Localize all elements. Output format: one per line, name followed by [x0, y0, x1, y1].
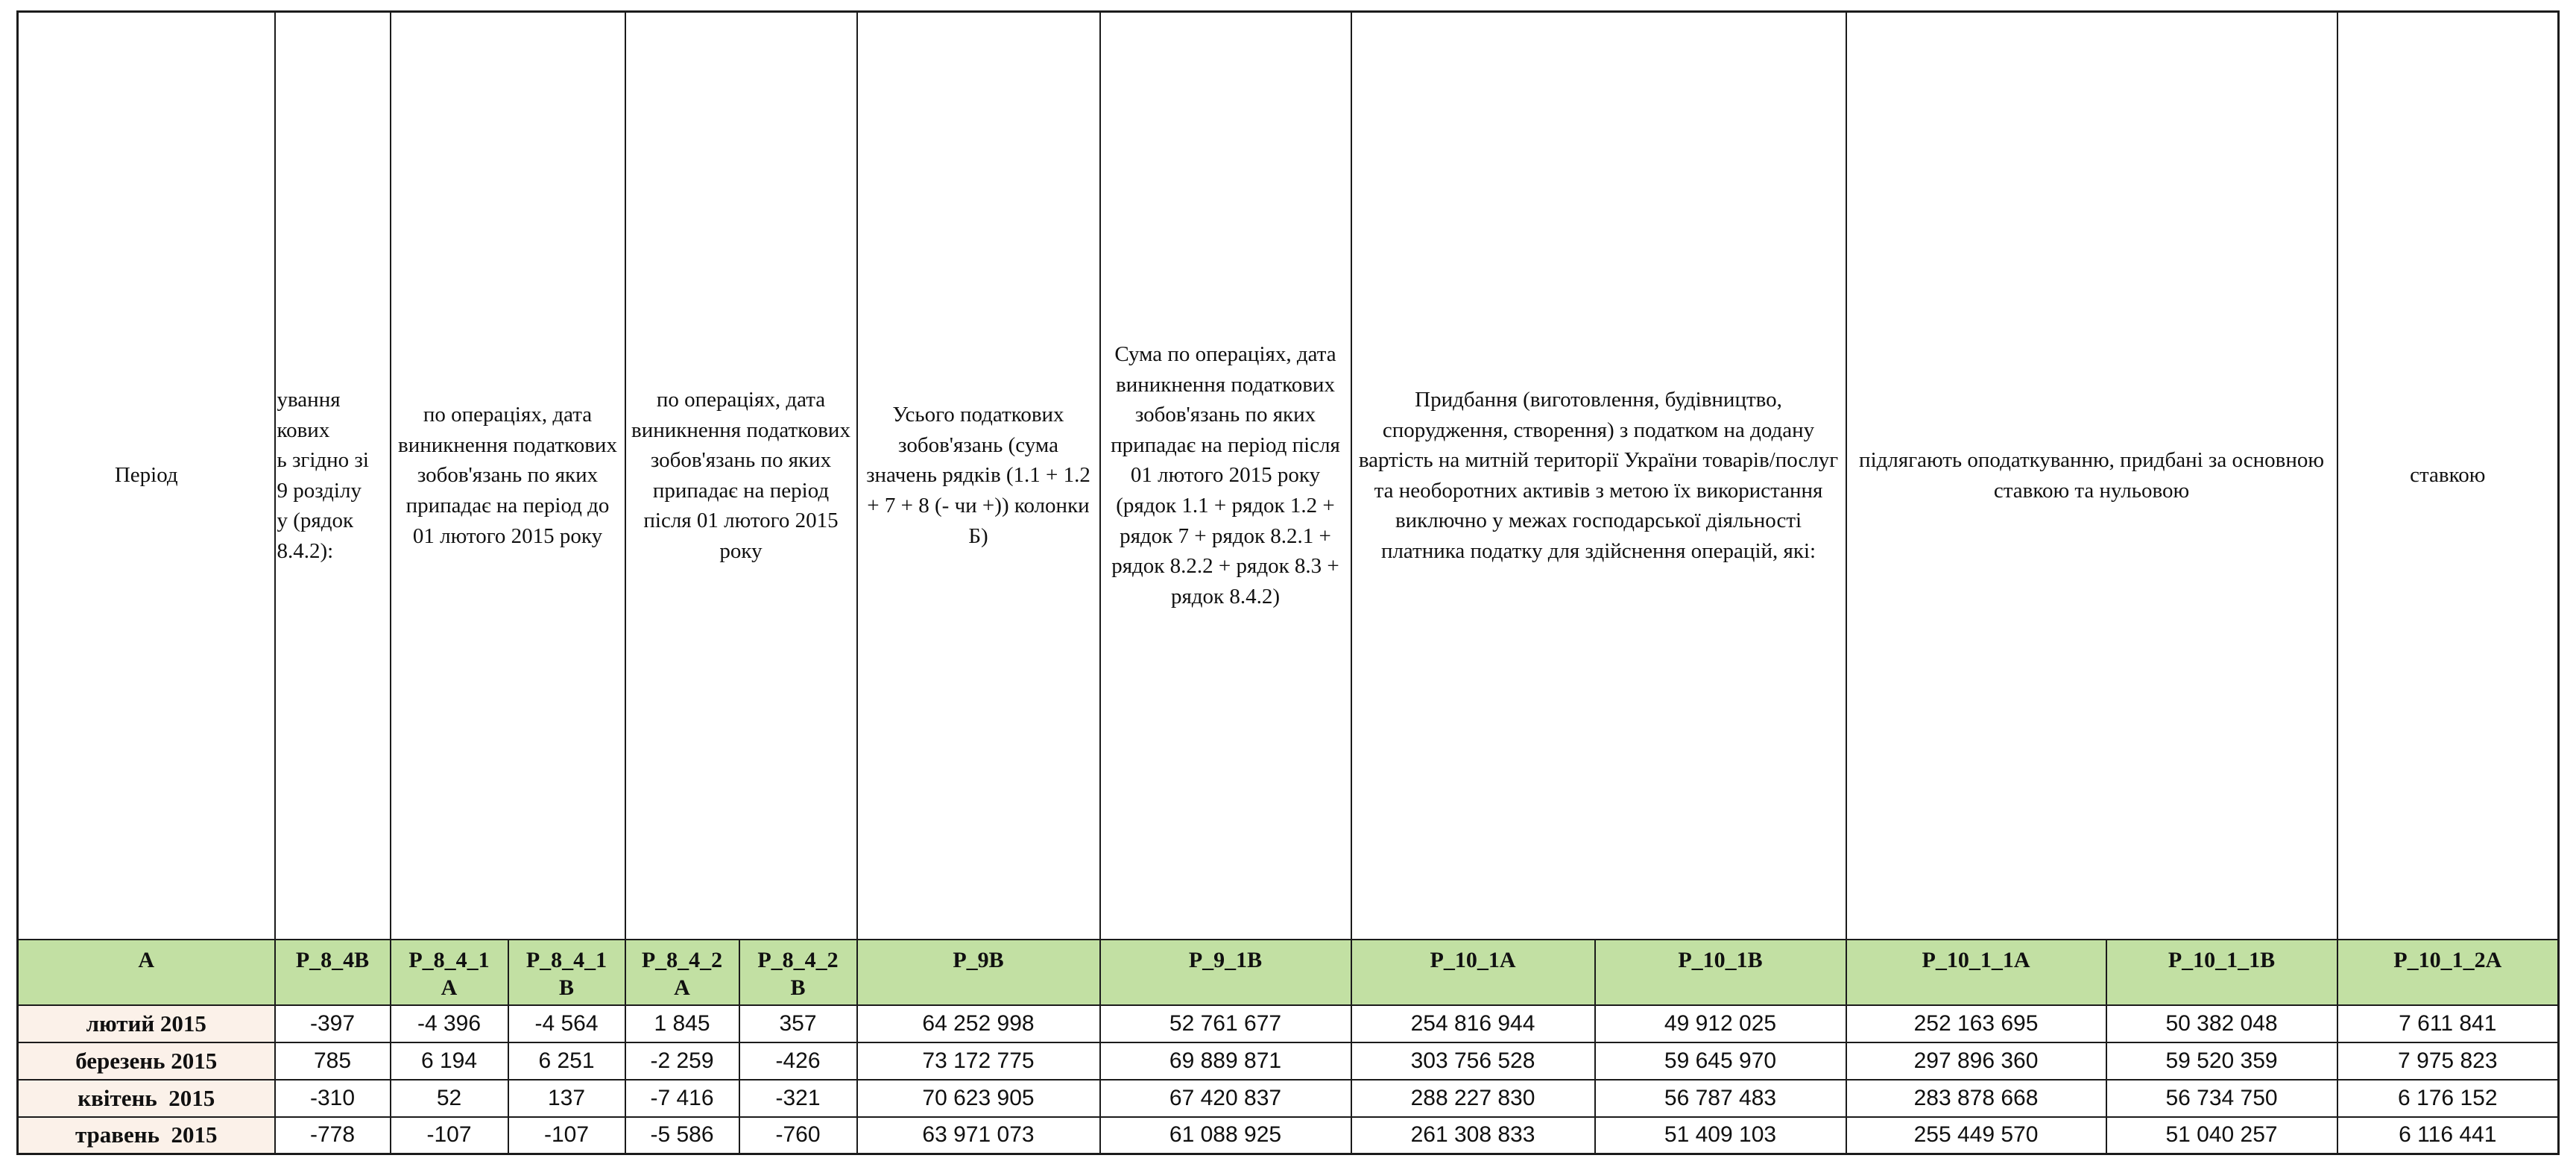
value-cell: 51 040 257: [2105, 1116, 2338, 1155]
value-cell: -310: [274, 1078, 391, 1118]
value-cell: 50 382 048: [2105, 1004, 2338, 1043]
table-row-april-2015: квітень 2015 -310 52 137 -7 416 -321 70 …: [16, 1078, 2560, 1118]
value-cell: 70 623 905: [856, 1078, 1101, 1118]
value-cell: 56 734 750: [2105, 1078, 2338, 1118]
table-row-march-2015: березень 2015 785 6 194 6 251 -2 259 -42…: [16, 1041, 2560, 1081]
header-sum-operations-after-feb2015: Сума по операціях, дата виникнення подат…: [1099, 10, 1352, 940]
value-cell: 254 816 944: [1350, 1004, 1596, 1043]
code-cell-r-9v: Р_9В: [856, 938, 1101, 1006]
header-operations-after-feb2015: по операціях, дата виникнення податкових…: [624, 10, 858, 940]
header-total-tax-liabilities: Усього податкових зобов'язань (сума знач…: [856, 10, 1101, 940]
value-cell: 303 756 528: [1350, 1041, 1596, 1081]
value-cell: 6 116 441: [2336, 1116, 2560, 1155]
value-cell: -397: [274, 1004, 391, 1043]
value-cell: 59 645 970: [1594, 1041, 1847, 1081]
value-cell: 297 896 360: [1845, 1041, 2107, 1081]
value-cell: 56 787 483: [1594, 1078, 1847, 1118]
value-cell: 59 520 359: [2105, 1041, 2338, 1081]
period-label: березень 2015: [16, 1041, 276, 1081]
header-rate: ставкою: [2336, 10, 2560, 940]
code-cell-r-10-1-1a: Р_10_1_1А: [1845, 938, 2107, 1006]
description-header-row: Період ування кових ь згідно зі 9 розділ…: [16, 10, 2560, 940]
header-period: Період: [16, 10, 276, 940]
value-cell: -107: [389, 1116, 509, 1155]
value-cell: -321: [738, 1078, 858, 1118]
code-cell-r-10-1-2a: Р_10_1_2А: [2336, 938, 2560, 1006]
header-adjustments-clipped: ування кових ь згідно зі 9 розділу у (ря…: [274, 10, 391, 940]
value-cell: -4 564: [507, 1004, 626, 1043]
value-cell: 6 176 152: [2336, 1078, 2560, 1118]
value-cell: 6 251: [507, 1041, 626, 1081]
table-row-may-2015: травень 2015 -778 -107 -107 -5 586 -760 …: [16, 1116, 2560, 1155]
value-cell: 67 420 837: [1099, 1078, 1352, 1118]
value-cell: -2 259: [624, 1041, 740, 1081]
value-cell: 7 611 841: [2336, 1004, 2560, 1043]
value-cell: -7 416: [624, 1078, 740, 1118]
value-cell: 73 172 775: [856, 1041, 1101, 1081]
code-cell-r-8-4v: Р_8_4В: [274, 938, 391, 1006]
code-cell-r-8-4-2v: Р_8_4_2 В: [738, 938, 858, 1006]
value-cell: 49 912 025: [1594, 1004, 1847, 1043]
value-cell: 63 971 073: [856, 1116, 1101, 1155]
period-label: травень 2015: [16, 1116, 276, 1155]
value-cell: -426: [738, 1041, 858, 1081]
code-cell-r-8-4-1a: Р_8_4_1 А: [389, 938, 509, 1006]
value-cell: 69 889 871: [1099, 1041, 1352, 1081]
value-cell: 255 449 570: [1845, 1116, 2107, 1155]
value-cell: 288 227 830: [1350, 1078, 1596, 1118]
value-cell: -778: [274, 1116, 391, 1155]
header-taxable-basic-zero-rate: підлягають оподаткуванню, придбані за ос…: [1845, 10, 2338, 940]
table-row-february-2015: лютий 2015 -397 -4 396 -4 564 1 845 357 …: [16, 1004, 2560, 1043]
value-cell: 64 252 998: [856, 1004, 1101, 1043]
value-cell: -4 396: [389, 1004, 509, 1043]
header-operations-before-feb2015: по операціях, дата виникнення податкових…: [389, 10, 626, 940]
value-cell: -5 586: [624, 1116, 740, 1155]
value-cell: -107: [507, 1116, 626, 1155]
value-cell: 283 878 668: [1845, 1078, 2107, 1118]
value-cell: 52: [389, 1078, 509, 1118]
value-cell: 137: [507, 1078, 626, 1118]
code-cell-r-8-4-1v: Р_8_4_1 В: [507, 938, 626, 1006]
header-acquisition-vat: Придбання (виготовлення, будівництво, сп…: [1350, 10, 1847, 940]
value-cell: 61 088 925: [1099, 1116, 1352, 1155]
code-cell-r-9-1v: Р_9_1В: [1099, 938, 1352, 1006]
code-header-row: А Р_8_4В Р_8_4_1 А Р_8_4_1 В Р_8_4_2 А Р…: [16, 938, 2560, 1006]
value-cell: 6 194: [389, 1041, 509, 1081]
value-cell: 357: [738, 1004, 858, 1043]
period-label: квітень 2015: [16, 1078, 276, 1118]
code-cell-r-10-1v: Р_10_1В: [1594, 938, 1847, 1006]
value-cell: 785: [274, 1041, 391, 1081]
value-cell: 252 163 695: [1845, 1004, 2107, 1043]
code-cell-a: А: [16, 938, 276, 1006]
value-cell: 261 308 833: [1350, 1116, 1596, 1155]
period-label: лютий 2015: [16, 1004, 276, 1043]
value-cell: 52 761 677: [1099, 1004, 1352, 1043]
tax-report-table: Період ування кових ь згідно зі 9 розділ…: [16, 10, 2560, 1155]
code-cell-r-8-4-2a: Р_8_4_2 А: [624, 938, 740, 1006]
value-cell: -760: [738, 1116, 858, 1155]
value-cell: 1 845: [624, 1004, 740, 1043]
value-cell: 7 975 823: [2336, 1041, 2560, 1081]
code-cell-r-10-1-1v: Р_10_1_1В: [2105, 938, 2338, 1006]
value-cell: 51 409 103: [1594, 1116, 1847, 1155]
code-cell-r-10-1a: Р_10_1А: [1350, 938, 1596, 1006]
